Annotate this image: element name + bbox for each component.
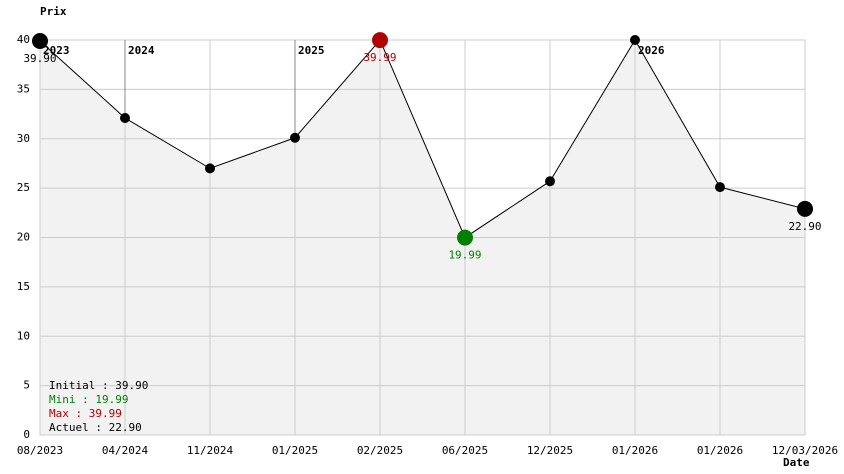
- x-tick-label: 04/2024: [102, 444, 149, 457]
- y-tick-label: 30: [17, 132, 30, 145]
- x-tick-label: 11/2024: [187, 444, 234, 457]
- x-tick-label: 01/2026: [612, 444, 658, 457]
- y-tick-label: 25: [17, 181, 30, 194]
- x-tick-label: 01/2026: [697, 444, 743, 457]
- x-axis-label: Date: [783, 456, 810, 469]
- data-point: [545, 176, 555, 187]
- x-tick-label: 12/03/2026: [772, 444, 838, 457]
- data-point: [630, 35, 640, 45]
- data-label: 19.99: [448, 249, 481, 262]
- summary-line: Max : 39.99: [49, 407, 122, 420]
- y-tick-label: 15: [17, 280, 30, 293]
- data-point: [715, 182, 725, 193]
- data-label: 22.90: [788, 220, 821, 233]
- x-tick-label: 01/2025: [272, 444, 318, 457]
- y-axis-label: Prix: [40, 5, 67, 18]
- y-tick-label: 0: [23, 428, 30, 441]
- year-marker-label: 2024: [128, 44, 155, 57]
- y-tick-label: 35: [17, 82, 30, 95]
- summary-line: Mini : 19.99: [49, 393, 128, 406]
- y-tick-label: 5: [23, 379, 30, 392]
- y-tick-label: 40: [17, 33, 30, 46]
- data-label: 39.90: [23, 52, 56, 65]
- data-point: [32, 32, 48, 49]
- data-point: [372, 32, 388, 49]
- summary-line: Actuel : 22.90: [49, 421, 142, 434]
- year-marker-label: 2023: [43, 44, 70, 57]
- data-point: [205, 163, 215, 174]
- x-tick-label: 02/2025: [357, 444, 403, 457]
- x-tick-label: 12/2025: [527, 444, 573, 457]
- x-tick-label: 08/2023: [17, 444, 63, 457]
- data-label: 39.99: [363, 51, 396, 64]
- data-point: [797, 200, 813, 217]
- year-marker-label: 2025: [298, 44, 325, 57]
- y-tick-label: 20: [17, 231, 30, 244]
- data-point: [290, 132, 300, 143]
- data-point: [120, 113, 130, 124]
- x-tick-label: 06/2025: [442, 444, 488, 457]
- y-tick-label: 10: [17, 329, 30, 342]
- year-marker-label: 2026: [638, 44, 665, 57]
- summary-line: Initial : 39.90: [49, 379, 148, 392]
- data-point: [457, 229, 473, 246]
- price-line: [39, 39, 806, 239]
